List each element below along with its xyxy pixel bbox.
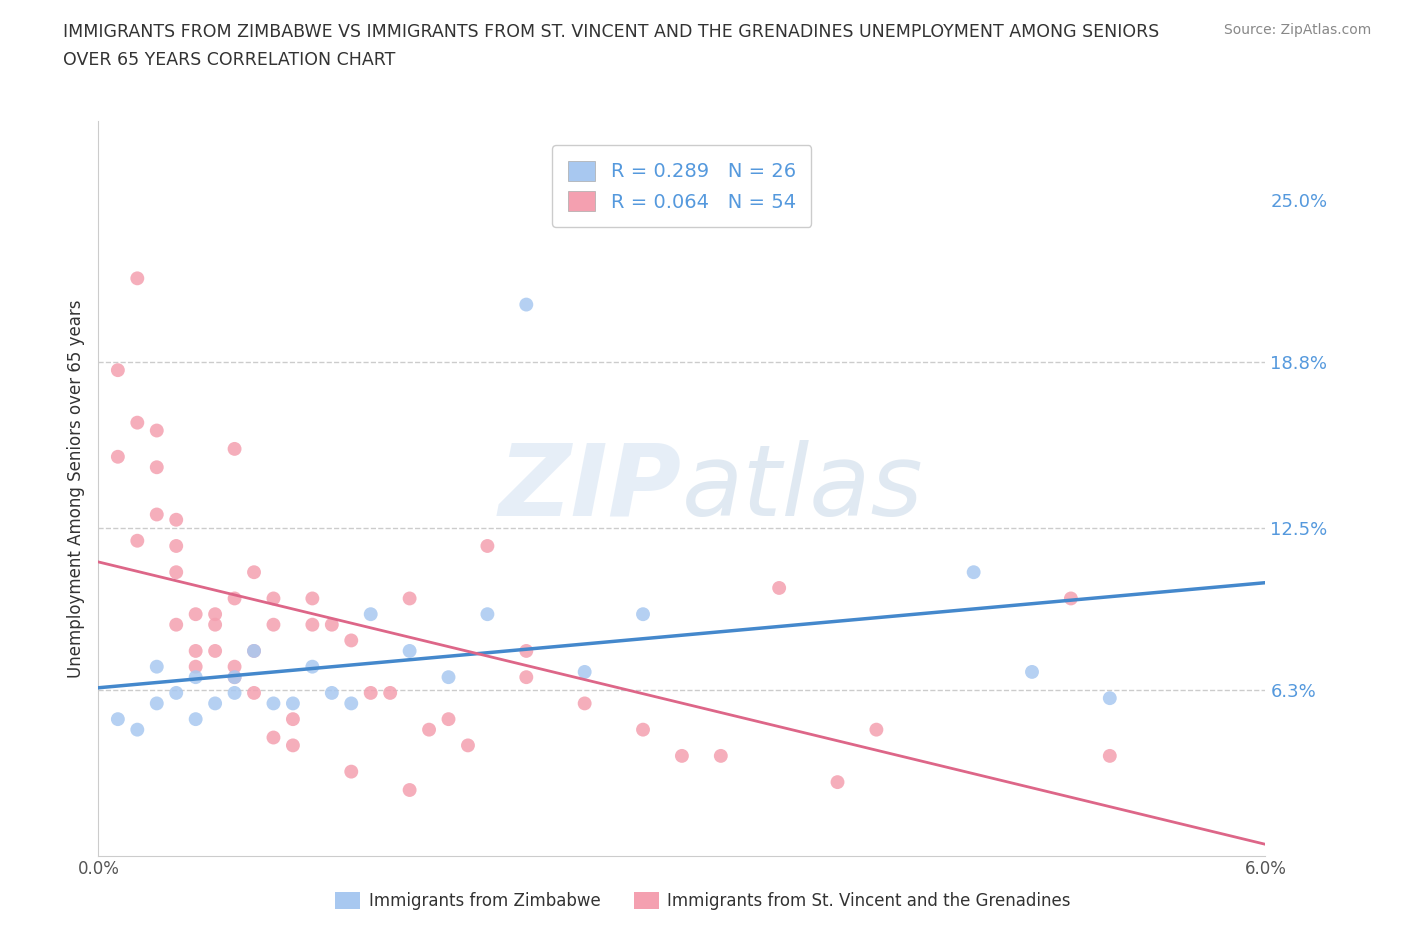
Point: [710, 749, 733, 764]
Point: [1021, 664, 1043, 679]
Point: [865, 723, 887, 737]
Point: [243, 565, 266, 579]
Point: [107, 449, 129, 464]
Point: [107, 363, 129, 378]
Legend: R = 0.289   N = 26, R = 0.064   N = 54: R = 0.289 N = 26, R = 0.064 N = 54: [553, 145, 811, 227]
Point: [224, 670, 246, 684]
Point: [321, 618, 343, 632]
Point: [262, 618, 284, 632]
Point: [165, 565, 187, 579]
Point: [437, 670, 460, 684]
Point: [127, 415, 149, 430]
Point: [262, 591, 284, 606]
Point: [107, 711, 129, 726]
Point: [184, 711, 207, 726]
Point: [301, 618, 323, 632]
Point: [574, 664, 596, 679]
Point: [204, 696, 226, 711]
Point: [165, 512, 187, 527]
Point: [380, 685, 402, 700]
Point: [127, 533, 149, 548]
Point: [127, 271, 149, 286]
Point: [962, 565, 984, 579]
Point: [243, 644, 266, 658]
Point: [398, 782, 420, 797]
Point: [184, 644, 207, 658]
Point: [631, 606, 654, 621]
Point: [437, 711, 460, 726]
Point: [146, 659, 169, 674]
Point: [1098, 691, 1121, 706]
Point: [515, 644, 537, 658]
Text: IMMIGRANTS FROM ZIMBABWE VS IMMIGRANTS FROM ST. VINCENT AND THE GRENADINES UNEMP: IMMIGRANTS FROM ZIMBABWE VS IMMIGRANTS F…: [63, 23, 1160, 41]
Point: [243, 685, 266, 700]
Point: [321, 685, 343, 700]
Point: [224, 685, 246, 700]
Point: [515, 298, 537, 312]
Text: OVER 65 YEARS CORRELATION CHART: OVER 65 YEARS CORRELATION CHART: [63, 51, 395, 69]
Point: [262, 730, 284, 745]
Point: [418, 723, 440, 737]
Point: [477, 606, 499, 621]
Point: [281, 711, 304, 726]
Point: [827, 775, 849, 790]
Point: [477, 538, 499, 553]
Point: [1060, 591, 1083, 606]
Point: [360, 685, 382, 700]
Point: [281, 696, 304, 711]
Point: [165, 618, 187, 632]
Point: [146, 507, 169, 522]
Point: [127, 723, 149, 737]
Point: [340, 633, 363, 648]
Point: [165, 685, 187, 700]
Point: [631, 723, 654, 737]
Point: [574, 696, 596, 711]
Point: [224, 659, 246, 674]
Point: [515, 670, 537, 684]
Point: [768, 580, 790, 595]
Point: [224, 442, 246, 457]
Point: [360, 606, 382, 621]
Text: ZIP: ZIP: [499, 440, 682, 537]
Point: [301, 591, 323, 606]
Point: [146, 423, 169, 438]
Point: [146, 459, 169, 474]
Point: [1098, 749, 1121, 764]
Point: [398, 591, 420, 606]
Point: [262, 696, 284, 711]
Point: [301, 659, 323, 674]
Point: [457, 738, 479, 753]
Point: [340, 764, 363, 779]
Point: [398, 644, 420, 658]
Point: [243, 644, 266, 658]
Text: Source: ZipAtlas.com: Source: ZipAtlas.com: [1223, 23, 1371, 37]
Point: [165, 538, 187, 553]
Point: [281, 738, 304, 753]
Legend: Immigrants from Zimbabwe, Immigrants from St. Vincent and the Grenadines: Immigrants from Zimbabwe, Immigrants fro…: [329, 885, 1077, 917]
Point: [204, 606, 226, 621]
Text: atlas: atlas: [682, 440, 924, 537]
Point: [184, 670, 207, 684]
Point: [671, 749, 693, 764]
Point: [224, 591, 246, 606]
Point: [224, 670, 246, 684]
Point: [184, 606, 207, 621]
Point: [204, 618, 226, 632]
Point: [204, 644, 226, 658]
Y-axis label: Unemployment Among Seniors over 65 years: Unemployment Among Seniors over 65 years: [66, 299, 84, 677]
Point: [184, 659, 207, 674]
Point: [146, 696, 169, 711]
Point: [340, 696, 363, 711]
